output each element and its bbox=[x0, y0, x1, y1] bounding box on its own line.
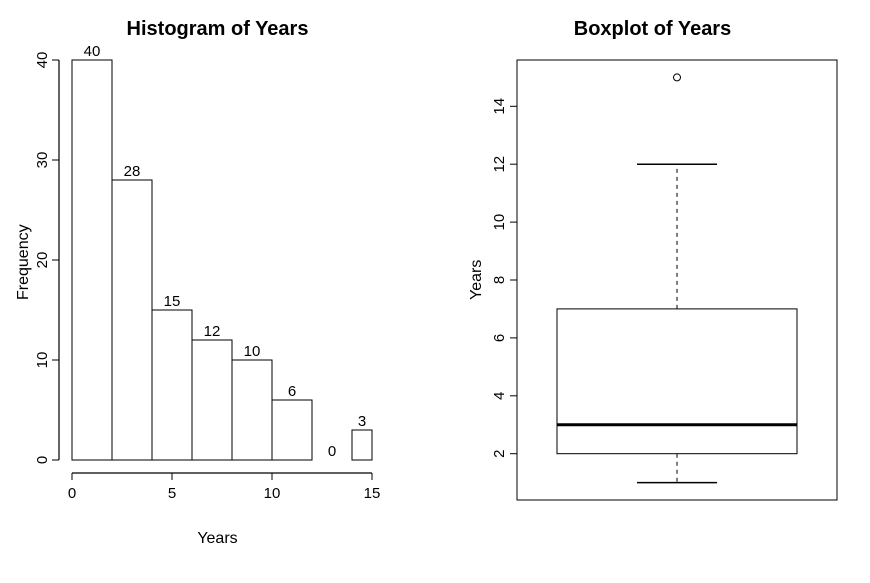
histogram-panel: Histogram of Years 40 28 15 12 10 bbox=[0, 0, 435, 583]
boxplot-box bbox=[557, 309, 797, 454]
histogram-ytick: 10 bbox=[34, 352, 51, 369]
histogram-bar bbox=[112, 180, 152, 460]
histogram-ylabel: Frequency bbox=[15, 224, 33, 300]
boxplot-ytick: 12 bbox=[491, 156, 508, 173]
histogram-bar bbox=[192, 340, 232, 460]
boxplot-ytick: 6 bbox=[491, 334, 508, 342]
histogram-bar-label: 0 bbox=[328, 443, 336, 460]
boxplot-ytick: 8 bbox=[491, 276, 508, 284]
histogram-ytick: 20 bbox=[34, 252, 51, 269]
histogram-xtick: 15 bbox=[364, 485, 381, 502]
histogram-xtick: 5 bbox=[168, 485, 176, 502]
histogram-bar-label: 40 bbox=[84, 43, 101, 60]
histogram-bar-label: 3 bbox=[358, 413, 366, 430]
histogram-xtick: 0 bbox=[68, 485, 76, 502]
histogram-bar bbox=[232, 360, 272, 460]
histogram-bar-label: 6 bbox=[288, 383, 296, 400]
histogram-bar-label: 28 bbox=[124, 163, 141, 180]
boxplot-title: Boxplot of Years bbox=[435, 18, 870, 41]
histogram-xlabel: Years bbox=[0, 530, 435, 548]
histogram-y-axis: 0 10 20 30 40 bbox=[34, 52, 59, 465]
histogram-plot: 40 28 15 12 10 6 0 3 bbox=[72, 60, 392, 460]
histogram-bar bbox=[152, 310, 192, 460]
boxplot-y-axis: 2 4 6 8 10 12 14 bbox=[491, 98, 517, 458]
histogram-ytick: 40 bbox=[34, 52, 51, 69]
histogram-bar-label: 15 bbox=[164, 293, 181, 310]
boxplot-ytick: 4 bbox=[491, 392, 508, 400]
boxplot-panel: Boxplot of Years 2 4 6 8 10 12 14 bbox=[435, 0, 870, 583]
figure: Histogram of Years 40 28 15 12 10 bbox=[0, 0, 870, 583]
histogram-bars: 40 28 15 12 10 6 0 3 bbox=[72, 43, 372, 460]
histogram-x-axis: 0 5 10 15 bbox=[68, 473, 381, 502]
boxplot-plot: 2 4 6 8 10 12 14 bbox=[517, 60, 837, 500]
histogram-xtick: 10 bbox=[264, 485, 281, 502]
histogram-title: Histogram of Years bbox=[0, 18, 435, 41]
boxplot-ytick: 14 bbox=[491, 98, 508, 115]
histogram-bar bbox=[72, 60, 112, 460]
histogram-bar bbox=[352, 430, 372, 460]
histogram-bar bbox=[272, 400, 312, 460]
histogram-bar-label: 12 bbox=[204, 323, 221, 340]
boxplot-ylabel: Years bbox=[468, 260, 486, 300]
boxplot-ytick: 10 bbox=[491, 214, 508, 231]
histogram-ytick: 0 bbox=[34, 456, 51, 464]
boxplot-ytick: 2 bbox=[491, 450, 508, 458]
histogram-ytick: 30 bbox=[34, 152, 51, 169]
histogram-bar-label: 10 bbox=[244, 343, 261, 360]
